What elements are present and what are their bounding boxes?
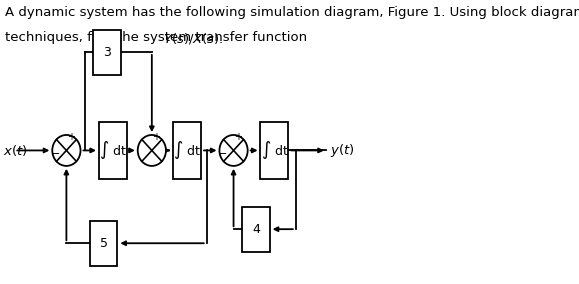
Text: $\int$ dt: $\int$ dt bbox=[261, 139, 288, 161]
Bar bbox=[173, 122, 201, 179]
Text: +: + bbox=[152, 132, 160, 142]
Text: 4: 4 bbox=[252, 223, 260, 236]
Text: +: + bbox=[234, 132, 242, 142]
Bar bbox=[99, 122, 127, 179]
Bar bbox=[261, 122, 288, 179]
Text: $\int$ dt: $\int$ dt bbox=[173, 139, 201, 161]
Text: 3: 3 bbox=[103, 45, 111, 59]
Bar bbox=[242, 207, 270, 252]
Bar bbox=[90, 221, 118, 266]
Text: $y(t)$: $y(t)$ bbox=[330, 142, 355, 159]
Ellipse shape bbox=[219, 135, 248, 166]
Text: −: − bbox=[218, 149, 228, 158]
Text: $\int$ dt: $\int$ dt bbox=[99, 139, 127, 161]
Ellipse shape bbox=[52, 135, 80, 166]
Text: $\mathit{Y(s)/X(s)}$.: $\mathit{Y(s)/X(s)}$. bbox=[163, 31, 223, 46]
Ellipse shape bbox=[138, 135, 166, 166]
Text: A dynamic system has the following simulation diagram, Figure 1. Using block dia: A dynamic system has the following simul… bbox=[5, 6, 579, 19]
Bar bbox=[93, 30, 121, 74]
Text: $x(t)$: $x(t)$ bbox=[3, 143, 28, 158]
Text: −: − bbox=[51, 149, 60, 158]
Text: techniques, find the system transfer function: techniques, find the system transfer fun… bbox=[5, 31, 312, 44]
Text: +: + bbox=[67, 132, 75, 142]
Text: 5: 5 bbox=[100, 237, 108, 250]
